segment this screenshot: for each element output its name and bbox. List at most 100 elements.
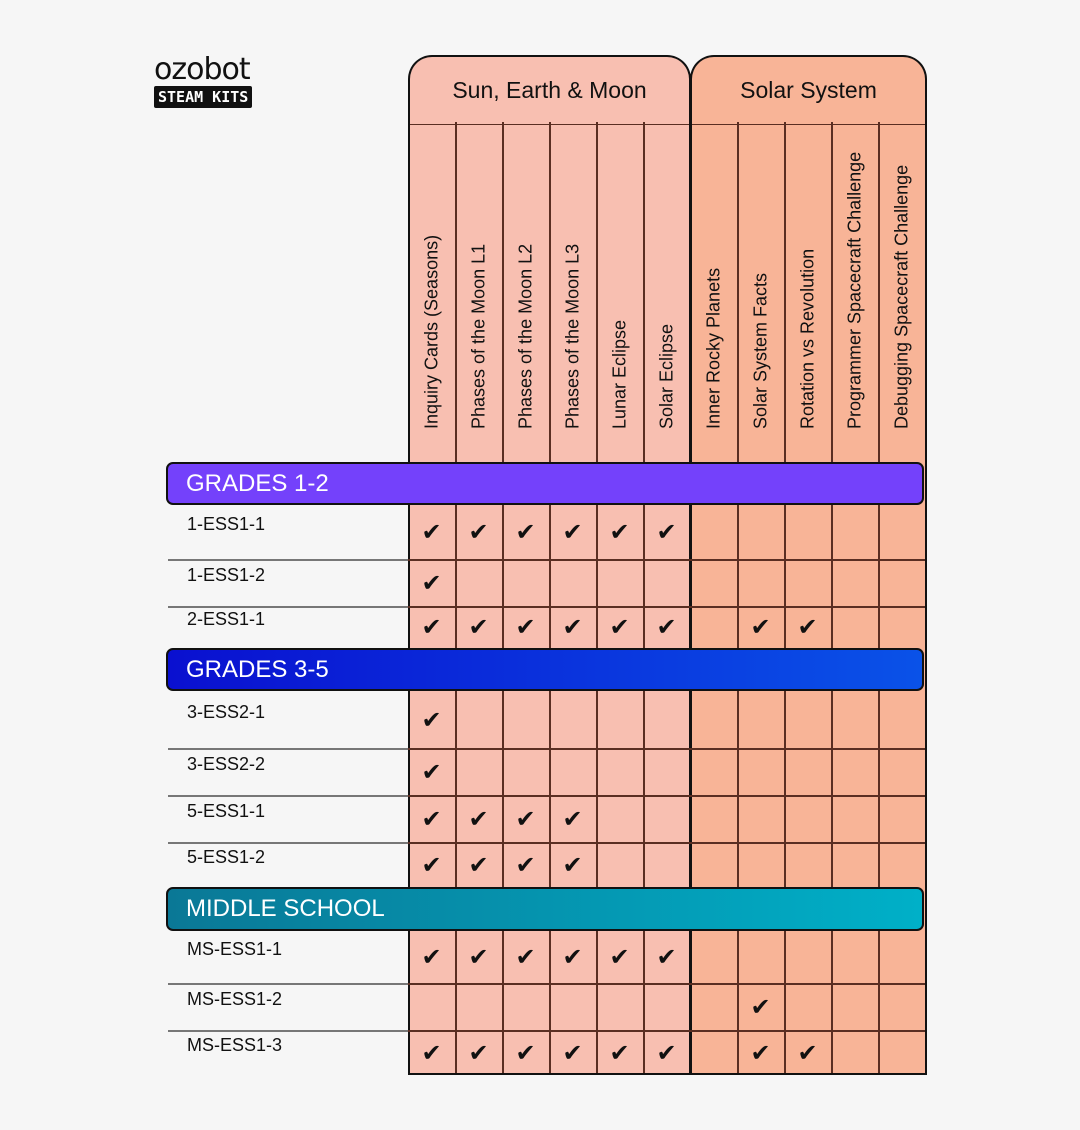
row-divider [408, 1030, 925, 1032]
check-icon: ✔︎ [421, 804, 442, 833]
group-title: Solar System [692, 57, 925, 125]
check-icon: ✔︎ [421, 613, 442, 641]
section-title: GRADES 1-2 [186, 469, 329, 497]
check-icon: ✔︎ [609, 613, 630, 641]
check-icon: ✔︎ [797, 1038, 818, 1067]
row-label: 3-ESS2-2 [187, 753, 266, 774]
column-label: Debugging Spacecraft Challenge [891, 164, 911, 429]
check-icon: ✔︎ [797, 613, 818, 641]
check-icon: ✔︎ [468, 804, 489, 833]
check-icon: ✔︎ [468, 518, 489, 546]
check-icon: ✔︎ [609, 518, 630, 546]
section-title: MIDDLE SCHOOL [186, 895, 385, 922]
column-label: Rotation vs Revolution [797, 248, 817, 429]
check-icon: ✔︎ [562, 850, 583, 879]
column-header: Phases of the Moon L2 [502, 122, 549, 462]
column-label: Phases of the Moon L3 [562, 243, 582, 429]
row-divider [168, 559, 408, 561]
row-divider [408, 795, 925, 797]
row-label: 5-ESS1-2 [187, 846, 266, 867]
row-label: 2-ESS1-1 [187, 609, 266, 629]
column-label: Phases of the Moon L2 [515, 243, 535, 429]
row-label: MS-ESS1-2 [187, 988, 283, 1009]
check-icon: ✔︎ [468, 943, 489, 971]
column-header: Lunar Eclipse [596, 122, 643, 462]
column-header: Solar System Facts [737, 122, 784, 462]
check-icon: ✔︎ [421, 1038, 442, 1067]
check-icon: ✔︎ [421, 705, 442, 734]
column-divider [549, 122, 551, 1075]
check-icon: ✔︎ [750, 992, 771, 1021]
column-label: Lunar Eclipse [609, 319, 629, 429]
check-icon: ✔︎ [515, 804, 536, 833]
section-band-2: MIDDLE SCHOOL [166, 887, 924, 931]
check-icon: ✔︎ [750, 1038, 771, 1067]
row-divider [408, 606, 925, 608]
check-icon: ✔︎ [656, 1038, 677, 1067]
row-divider [408, 983, 925, 985]
logo-badge: STEAM KITS [154, 86, 253, 108]
column-divider [596, 122, 598, 1075]
section-band-1: GRADES 3-5 [166, 648, 924, 691]
check-icon: ✔︎ [421, 757, 442, 786]
column-divider [502, 122, 504, 1075]
column-divider [831, 122, 833, 1075]
row-divider [168, 748, 408, 750]
row-label: MS-ESS1-1 [187, 939, 283, 959]
row-divider [168, 1030, 408, 1032]
check-icon: ✔︎ [515, 943, 536, 971]
column-header: Inquiry Cards (Seasons) [408, 122, 455, 462]
check-icon: ✔︎ [656, 613, 677, 641]
column-divider [643, 122, 645, 1075]
check-icon: ✔︎ [515, 518, 536, 546]
check-icon: ✔︎ [562, 613, 583, 641]
section-band-0: GRADES 1-2 [166, 462, 924, 505]
check-icon: ✔︎ [468, 850, 489, 879]
row-label: MS-ESS1-3 [187, 1034, 283, 1055]
check-icon: ✔︎ [656, 518, 677, 546]
check-icon: ✔︎ [750, 613, 771, 641]
row-label: 1-ESS1-2 [187, 564, 266, 585]
row-divider [168, 842, 408, 844]
column-header: Phases of the Moon L1 [455, 122, 502, 462]
check-icon: ✔︎ [421, 850, 442, 879]
column-label: Solar Eclipse [656, 323, 676, 429]
check-icon: ✔︎ [562, 804, 583, 833]
column-divider [737, 122, 739, 1075]
column-header: Inner Rocky Planets [690, 122, 737, 462]
check-icon: ✔︎ [562, 943, 583, 971]
column-header: Solar Eclipse [643, 122, 690, 462]
section-title: GRADES 3-5 [186, 655, 329, 683]
column-header: Debugging Spacecraft Challenge [878, 122, 925, 462]
row-divider [408, 842, 925, 844]
check-icon: ✔︎ [656, 943, 677, 971]
check-icon: ✔︎ [515, 613, 536, 641]
column-divider [878, 122, 880, 1075]
column-label: Phases of the Moon L1 [468, 243, 488, 429]
row-divider [168, 983, 408, 985]
row-divider [168, 606, 408, 608]
row-divider [408, 748, 925, 750]
group-title: Sun, Earth & Moon [410, 57, 689, 125]
check-icon: ✔︎ [515, 1038, 536, 1067]
row-divider [408, 559, 925, 561]
row-divider [168, 795, 408, 797]
row-label: 5-ESS1-1 [187, 800, 266, 821]
logo-wordmark: ozobot [154, 52, 251, 87]
check-icon: ✔︎ [609, 1038, 630, 1067]
check-icon: ✔︎ [468, 613, 489, 641]
column-label: Programmer Spacecraft Challenge [844, 151, 864, 429]
check-icon: ✔︎ [421, 943, 442, 971]
check-icon: ✔︎ [562, 518, 583, 546]
row-label: 1-ESS1-1 [187, 514, 266, 534]
column-label: Solar System Facts [750, 272, 770, 429]
check-icon: ✔︎ [421, 518, 442, 546]
column-header: Programmer Spacecraft Challenge [831, 122, 878, 462]
column-header: Phases of the Moon L3 [549, 122, 596, 462]
check-icon: ✔︎ [421, 568, 442, 597]
table-bottom-border [408, 1073, 925, 1075]
column-label: Inquiry Cards (Seasons) [421, 234, 441, 429]
column-label: Inner Rocky Planets [703, 267, 723, 429]
row-label: 3-ESS2-1 [187, 701, 266, 722]
